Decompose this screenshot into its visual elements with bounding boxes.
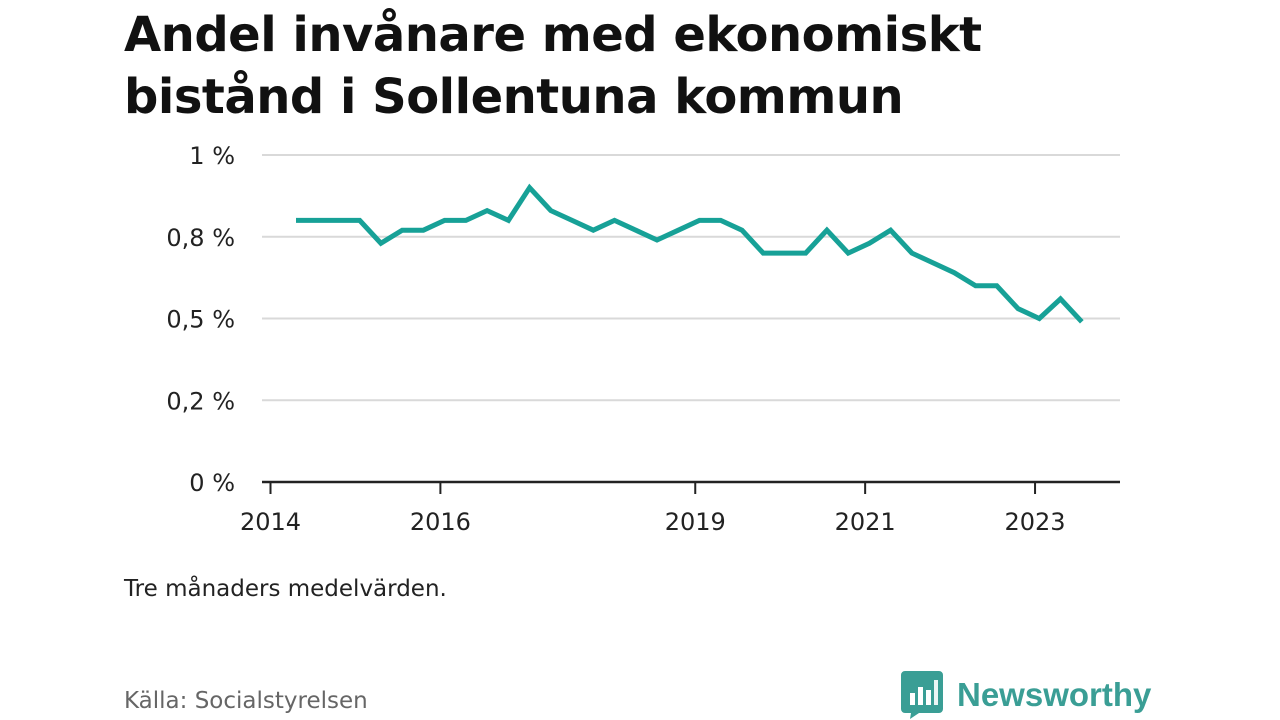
x-tick-label: 2023: [1005, 508, 1066, 536]
y-tick-label: 0,5 %: [166, 306, 235, 334]
brand-name: Newsworthy: [957, 676, 1152, 713]
series-line: [296, 183, 1084, 324]
chart-title: Andel invånare med ekonomiskt bistånd i …: [124, 7, 982, 125]
y-tick-label: 0,2 %: [166, 387, 235, 415]
x-axis: 2014 2016 2019 2021 2023: [240, 480, 1120, 536]
x-tick-label: 2014: [240, 508, 301, 536]
line-chart: 0 %0,2 %0,5 %0,8 %1 % 2014 2016 2019 2021 20…: [166, 142, 1120, 536]
y-tick-label: 1 %: [189, 142, 235, 170]
newsworthy-bar-chart-logo-icon: [901, 671, 943, 719]
series-layer: [296, 183, 1084, 324]
newsworthy-logo: Newsworthy: [901, 671, 1151, 719]
y-tick-label: 0,8 %: [166, 224, 235, 252]
chart-note: Tre månaders medelvärden.: [124, 576, 447, 602]
grid-lines: [262, 154, 1120, 402]
x-tick-label: 2016: [410, 508, 471, 536]
y-tick-label: 0 %: [189, 469, 235, 497]
y-axis-tick-labels: 0 % 0,2 % 0,5 % 0,8 % 1 %: [166, 142, 235, 497]
x-tick-label: 2021: [835, 508, 896, 536]
source-credit: Källa: Socialstyrelsen: [124, 688, 368, 714]
x-tick-label: 2019: [665, 508, 726, 536]
